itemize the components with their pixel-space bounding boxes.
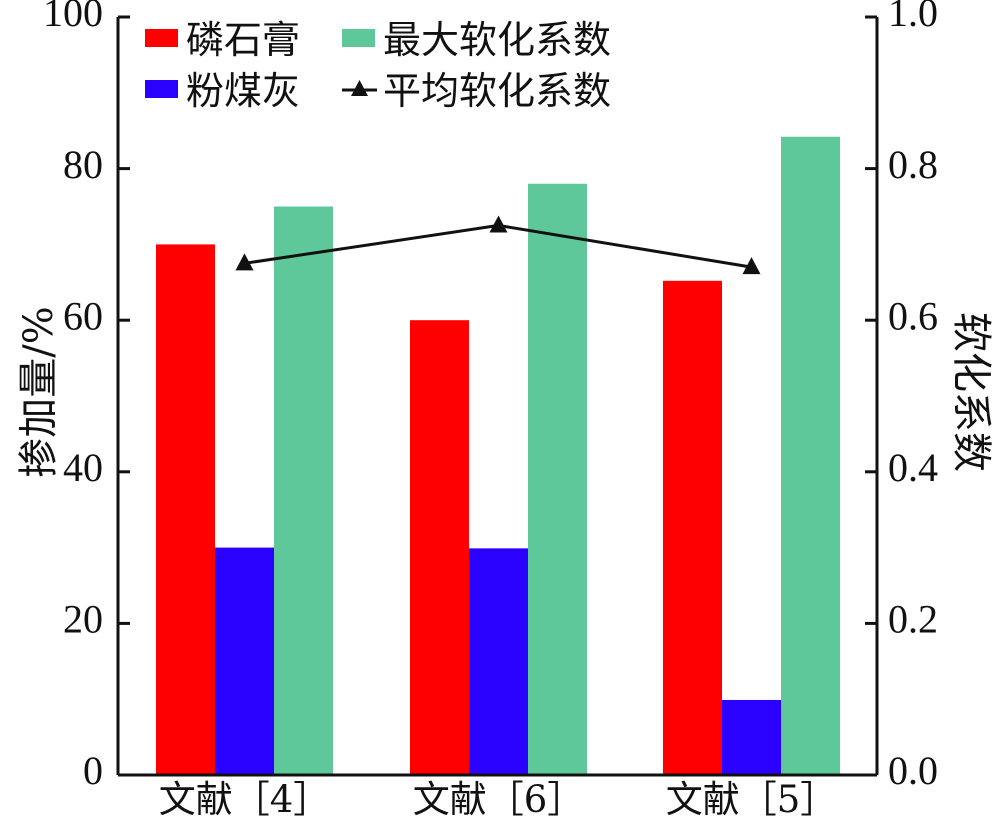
legend-swatch-max-softening — [342, 29, 375, 47]
left-tick-label-40: 40 — [63, 445, 103, 490]
category-labels: 文献［4］ 文献［6］ 文献［5］ — [159, 778, 838, 821]
bar-fly-ash-cat-5 — [722, 699, 781, 775]
bar-fly-ash-cat-4 — [215, 547, 274, 775]
left-tick-label-20: 20 — [63, 597, 103, 642]
legend-swatch-fly-ash — [145, 80, 178, 98]
right-tick-label-0.6: 0.6 — [888, 293, 938, 338]
bar-max-softening-cat-6 — [528, 183, 587, 775]
bar-fly-ash-cat-6 — [469, 548, 528, 775]
left-tick-label-100: 100 — [43, 0, 103, 35]
right-tick-label-1.0: 1.0 — [888, 0, 938, 35]
average-line-layer — [235, 215, 761, 275]
right-tick-label-0.8: 0.8 — [888, 142, 938, 187]
bar-max-softening-cat-5 — [781, 136, 840, 775]
y-axis-title-left: 掺加量/% — [16, 306, 62, 477]
category-label-cat-5: 文献［5］ — [666, 778, 838, 821]
avg-softening-marker-cat-5 — [742, 257, 761, 275]
legend-label-avg-softening: 平均软化系数 — [383, 69, 611, 113]
legend-label-max-softening: 最大软化系数 — [383, 18, 611, 62]
avg-softening-marker-cat-4 — [235, 253, 254, 271]
legend-swatch-phosphogypsum — [145, 29, 178, 47]
bar-max-softening-cat-4 — [274, 206, 333, 775]
legend-label-fly-ash: 粉煤灰 — [186, 69, 300, 113]
legend-label-phosphogypsum: 磷石膏 — [186, 18, 300, 62]
legend-triangle-icon — [351, 80, 368, 96]
left-tick-label-80: 80 — [63, 142, 103, 187]
legend: 磷石膏 最大软化系数 粉煤灰 平均软化系数 — [145, 18, 611, 113]
avg-softening-marker-cat-6 — [489, 215, 508, 233]
bar-phosphogypsum-cat-4 — [156, 244, 215, 775]
right-ticks: 0.0 0.2 0.4 0.6 0.8 1.0 — [865, 0, 938, 793]
left-tick-label-0: 0 — [83, 748, 103, 793]
left-tick-label-60: 60 — [63, 293, 103, 338]
bar-phosphogypsum-cat-5 — [663, 280, 722, 775]
left-ticks: 0 20 40 60 80 100 — [43, 0, 130, 793]
right-tick-label-0.2: 0.2 — [888, 597, 938, 642]
bars — [156, 136, 840, 775]
right-tick-label-0.4: 0.4 — [888, 445, 938, 490]
category-label-cat-4: 文献［4］ — [159, 778, 331, 821]
category-label-cat-6: 文献［6］ — [413, 778, 585, 821]
right-tick-label-0.0: 0.0 — [888, 748, 938, 793]
y-axis-title-right: 软化系数 — [948, 312, 994, 472]
bar-phosphogypsum-cat-6 — [410, 320, 469, 775]
